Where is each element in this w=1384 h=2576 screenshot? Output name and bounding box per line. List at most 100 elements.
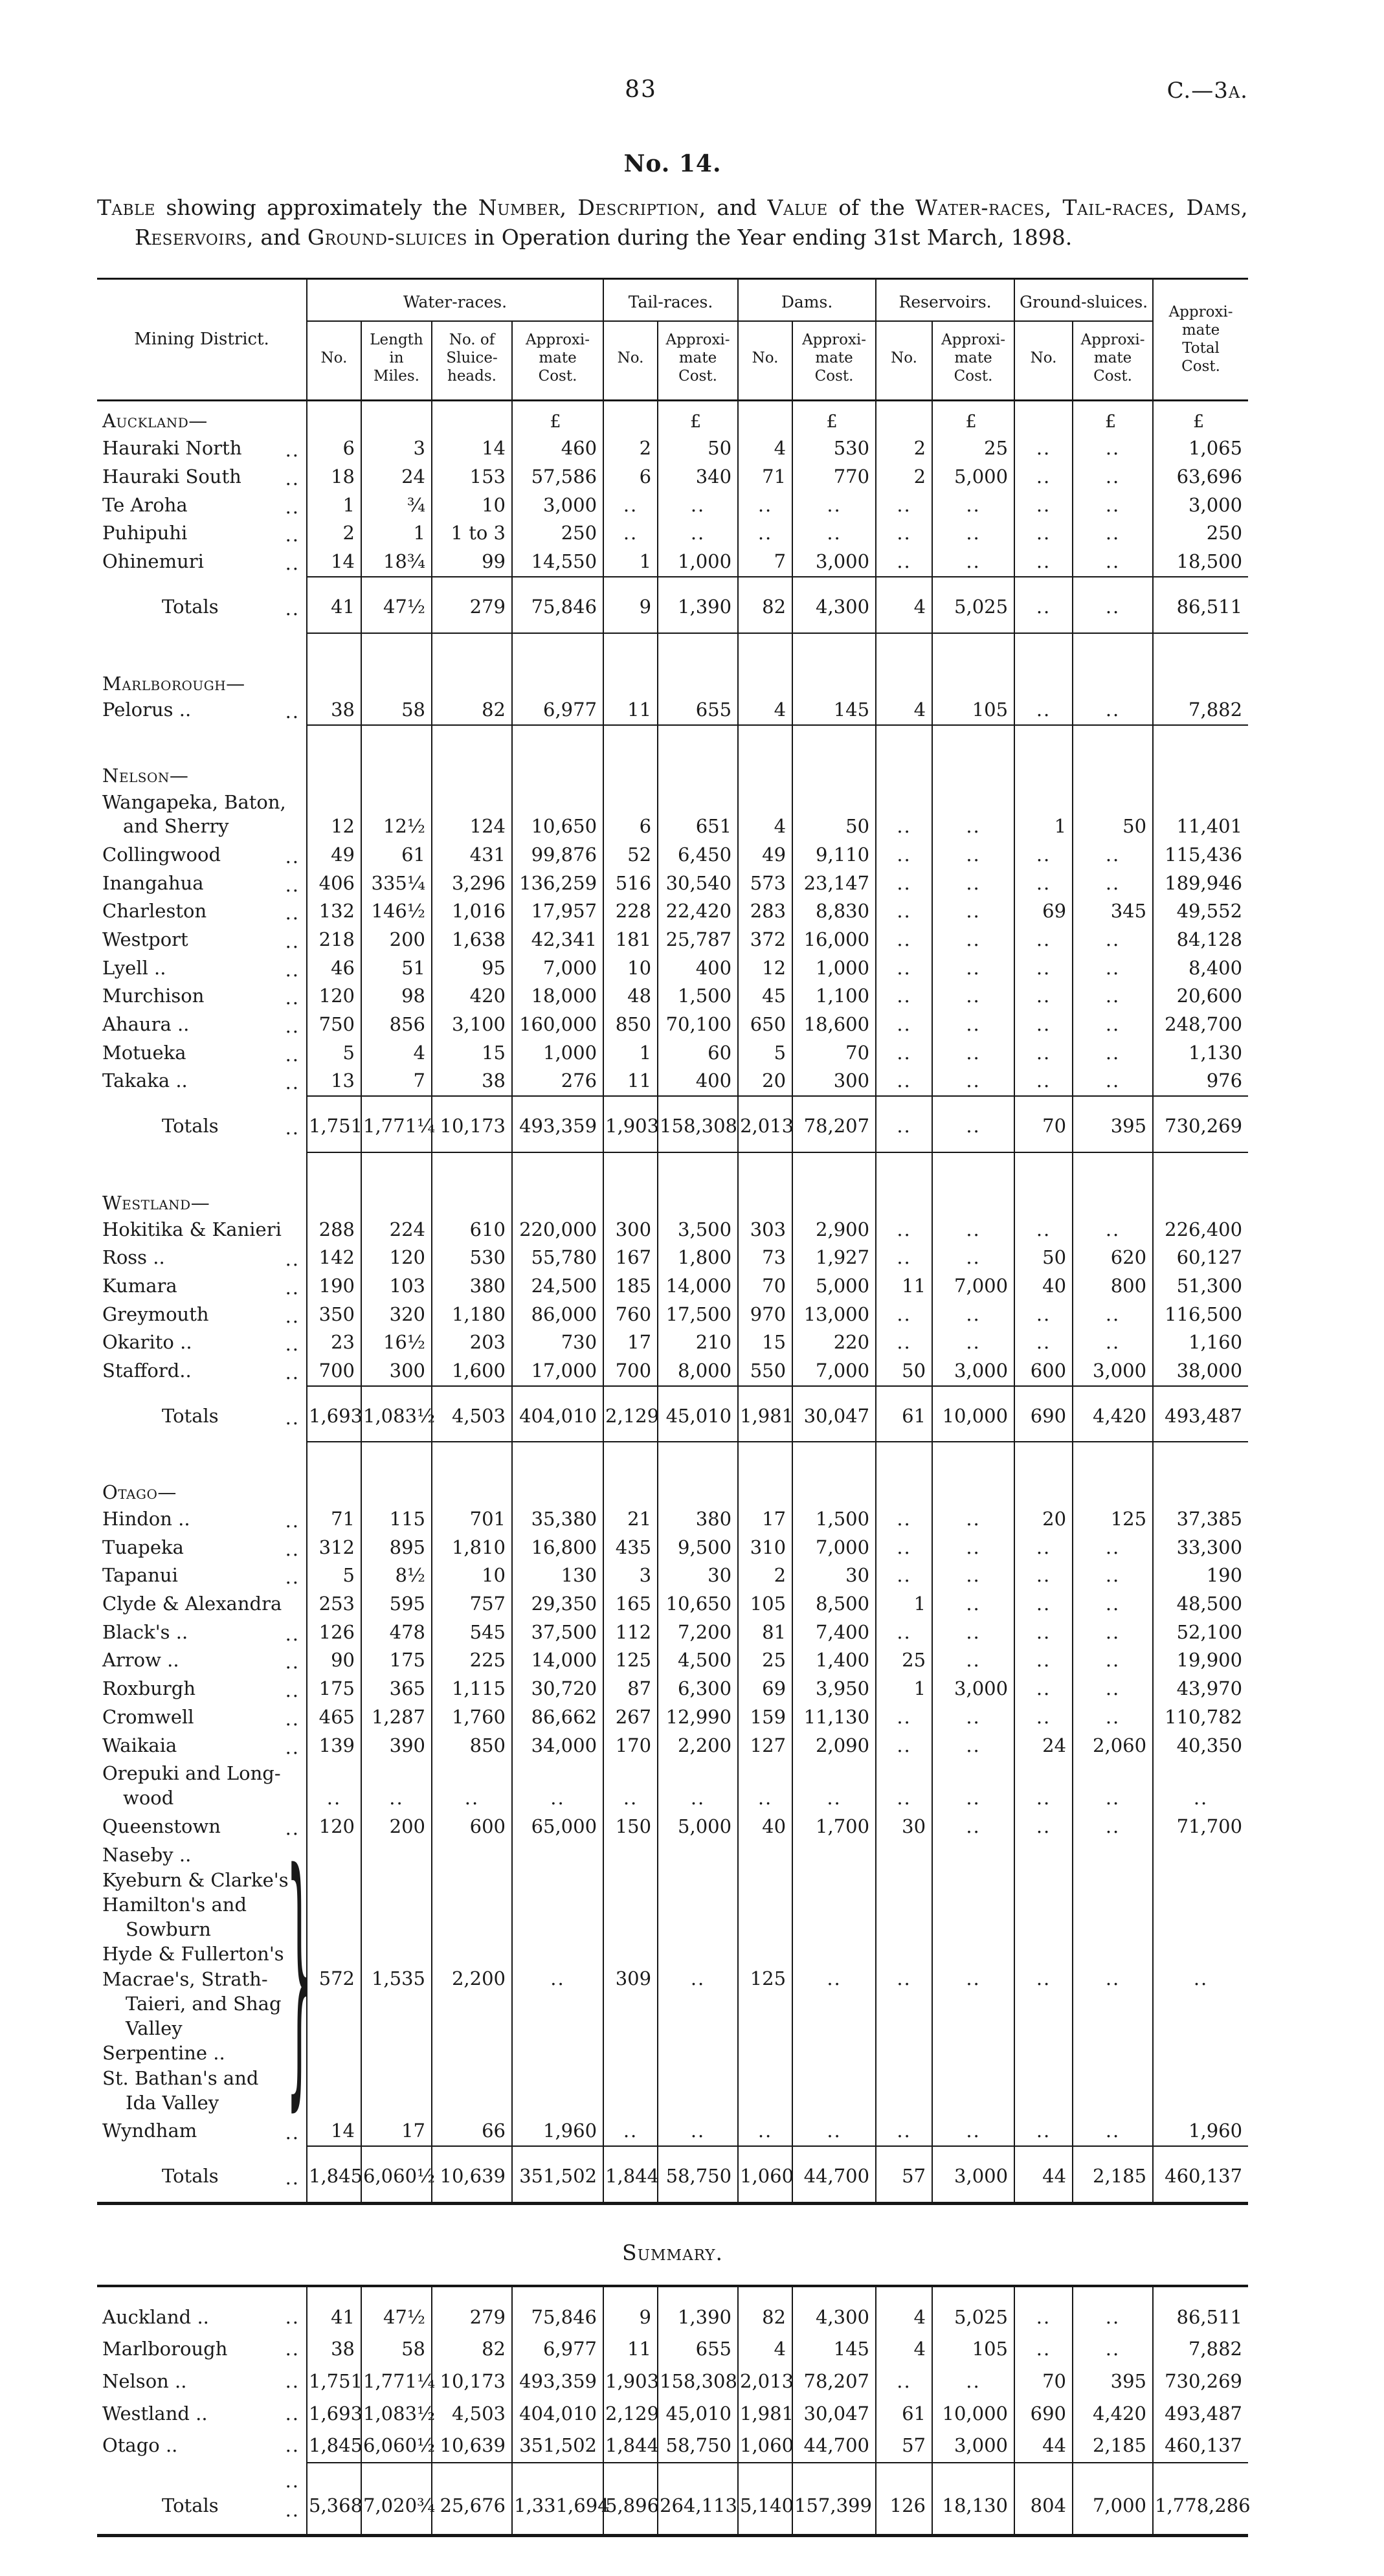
value-cell: .. [657,1760,739,1813]
value-cell: .. [1072,1841,1154,2118]
value-cell: 224 [361,1215,432,1244]
empty-cell [737,748,793,789]
value-cell: 6,060½ [361,2148,435,2204]
value-cell: 57 [875,2430,932,2463]
value-cell: .. [875,1215,933,1244]
value-cell: 9,110 [792,840,876,869]
spacer-row [97,1154,1249,1176]
empty-cell [1014,1175,1073,1216]
value-cell: 1,060 [737,2148,794,2204]
district-label: Hamilton's and Sowburn [102,1893,247,1941]
value-cell: 7,000 [792,1356,876,1386]
separator-cell [1152,576,1249,579]
value-cell: 970 [737,1300,793,1329]
value-cell: 20 [1014,1505,1073,1534]
value-cell: 3,000 [932,2148,1015,2204]
table-row: Tapanui.. 5 8½ 10 130 3 30 2 30........ 190 [97,1562,1249,1591]
district-label: Westport [102,928,188,951]
spacer-row [97,635,1249,656]
leader-dots: .. [285,1622,300,1645]
district-cell: Ross .... [97,1244,307,1272]
value-cell: 50 [657,434,739,464]
value-cell: 82 [737,579,793,633]
caption-part: Table [97,195,156,220]
value-cell: 1,960 [1152,2117,1249,2146]
main-table-body: Auckland— £ £ £ £ £ £ Hauraki North.. 6 3 14 460 2 50… [97,400,1249,2204]
value-cell: .. [932,1703,1015,1732]
separator-cell [875,1441,933,1445]
district-cell: Orepuki and Long- wood [97,1760,307,1812]
value-cell: 112 [603,1618,658,1647]
value-cell: 57,586 [511,463,604,491]
value-cell: .. [1072,954,1154,983]
separator-cell [511,1385,604,1389]
district-label: Nelson .. [102,2369,187,2392]
spacer-cell [737,1154,793,1176]
district-cell: Westport.. [97,926,307,954]
value-cell: .. [1014,1841,1073,2118]
value-cell: 150 [603,1812,658,1841]
value-cell: 52 [603,840,658,869]
value-cell: 550 [737,1356,793,1386]
value-cell: .. [361,1760,432,1813]
value-cell: 3,100 [431,1011,512,1039]
value-cell: 1,960 [511,2117,604,2146]
value-cell: 5,000 [792,1271,876,1301]
value-cell: 1,751 [306,2365,363,2398]
spacer-cell [792,1154,876,1176]
pound-cell [1014,400,1073,435]
group-header-tail-races: Tail-races. [603,278,739,322]
value-cell: .. [657,519,739,548]
value-cell: 10,173 [431,1099,512,1152]
district-cell: Totals.. [97,2149,307,2203]
value-cell: 7,200 [657,1618,739,1647]
separator-cell [361,1151,432,1155]
value-cell: 8,000 [657,1356,739,1386]
leader-dots: .. [285,1361,300,1383]
document-code: C.—3a. [1166,78,1248,104]
pound-cell [306,400,361,435]
district-label: Cromwell [102,1705,194,1728]
separator-row [97,2145,1249,2149]
value-cell: 142 [306,1244,361,1272]
separator-cell [875,1095,933,1099]
value-cell: 48 [603,982,658,1011]
value-cell: 70 [1014,1099,1073,1152]
value-cell: 103 [361,1271,432,1301]
value-cell: 33,300 [1152,1533,1249,1562]
value-cell: 11 [603,1067,658,1097]
spacer-cell [431,2465,512,2481]
separator-cell [875,632,933,636]
section-label: Westland— [102,1191,210,1214]
value-cell: 10 [603,954,658,983]
table-row: Greymouth.. 350 320 1,180 86,000 760 17,500 970… [97,1300,1249,1329]
separator-row [97,1095,1249,1099]
value-cell: .. [1014,463,1073,491]
separator-cell [1014,1385,1073,1389]
value-cell: 2,185 [1072,2430,1153,2463]
empty-cell [603,1465,658,1506]
value-cell: .. [1014,840,1073,869]
district-label: Roxburgh [102,1677,195,1700]
separator-cell [1072,724,1154,728]
caption-part: Ground-sluices [307,224,467,250]
empty-cell [792,656,876,697]
spacer-cell [306,2285,361,2302]
value-cell: 41 [306,579,361,633]
value-cell: .. [1014,1038,1073,1068]
spacer-cell [1014,727,1073,748]
value-cell: 17,000 [511,1356,604,1386]
value-cell: 1,016 [431,897,512,926]
value-cell: 2,013 [737,1099,794,1152]
value-cell: 1,981 [737,1388,794,1442]
separator-row [97,632,1249,636]
separator-cell [875,724,933,728]
spacer-cell [1152,1154,1249,1176]
value-cell: 14,550 [511,548,604,577]
separator-cell [1072,1095,1154,1099]
district-cell: Puhipuhi.. [97,519,307,548]
caption-part: Number, Description, [478,195,706,220]
value-cell: .. [932,519,1015,548]
separator-cell [1152,1385,1249,1389]
value-cell: .. [1014,2301,1073,2334]
